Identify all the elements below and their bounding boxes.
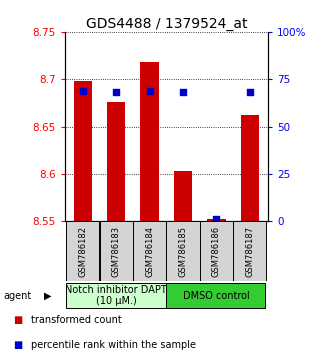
Title: GDS4488 / 1379524_at: GDS4488 / 1379524_at	[86, 17, 247, 31]
Bar	[174, 171, 192, 221]
Text: GSM786184: GSM786184	[145, 226, 154, 277]
Bar	[67, 283, 166, 308]
Bar	[140, 62, 159, 221]
Bar	[107, 102, 125, 221]
Point	[147, 88, 152, 93]
Bar	[233, 221, 266, 281]
Text: GSM786187: GSM786187	[245, 226, 254, 277]
Text: GSM786182: GSM786182	[78, 226, 87, 277]
Bar	[207, 219, 225, 221]
Bar	[74, 81, 92, 221]
Text: ■: ■	[14, 315, 23, 325]
Bar	[166, 221, 200, 281]
Text: DMSO control: DMSO control	[183, 291, 250, 301]
Text: GSM786183: GSM786183	[112, 226, 121, 277]
Text: transformed count: transformed count	[31, 315, 122, 325]
Bar	[241, 115, 259, 221]
Point	[114, 90, 119, 95]
Bar	[133, 221, 166, 281]
Bar	[100, 221, 133, 281]
Point	[80, 88, 85, 93]
Text: percentile rank within the sample: percentile rank within the sample	[31, 340, 196, 350]
Text: Notch inhibitor DAPT
(10 μM.): Notch inhibitor DAPT (10 μM.)	[66, 285, 167, 307]
Point	[247, 90, 253, 95]
Text: GSM786185: GSM786185	[178, 226, 188, 277]
Point	[180, 90, 186, 95]
Text: GSM786186: GSM786186	[212, 226, 221, 277]
Point	[214, 217, 219, 222]
Text: ▶: ▶	[44, 291, 52, 301]
Text: ■: ■	[14, 340, 23, 350]
Bar	[200, 221, 233, 281]
Bar	[67, 221, 99, 281]
Text: agent: agent	[3, 291, 31, 301]
Bar	[166, 283, 265, 308]
